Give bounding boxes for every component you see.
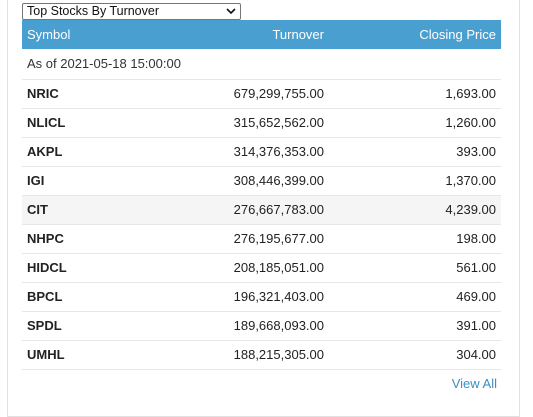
row-turnover: 276,195,677.00: [142, 224, 329, 254]
as-of-timestamp: As of 2021-05-18 15:00:00: [22, 49, 501, 80]
row-symbol: IGI: [22, 166, 142, 196]
row-closing-price: 1,370.00: [329, 166, 501, 196]
table-row: BPCL 196,321,403.00 469.00: [22, 282, 501, 312]
row-symbol: NRIC: [22, 79, 142, 109]
row-symbol: HIDCL: [22, 253, 142, 283]
row-turnover: 196,321,403.00: [142, 282, 329, 312]
row-closing-price: 393.00: [329, 137, 501, 167]
table-row: NRIC 679,299,755.00 1,693.00: [22, 79, 501, 109]
row-closing-price: 304.00: [329, 340, 501, 370]
row-closing-price: 198.00: [329, 224, 501, 254]
row-symbol: NLICL: [22, 108, 142, 138]
table-row: HIDCL 208,185,051.00 561.00: [22, 253, 501, 283]
row-symbol: AKPL: [22, 137, 142, 167]
column-header-turnover: Turnover: [142, 20, 329, 49]
table-row: NHPC 276,195,677.00 198.00: [22, 224, 501, 254]
column-header-symbol: Symbol: [22, 20, 142, 49]
row-closing-price: 561.00: [329, 253, 501, 283]
row-turnover: 314,376,353.00: [142, 137, 329, 167]
column-header-closing-price: Closing Price: [329, 20, 501, 49]
chevron-down-icon: [226, 8, 236, 15]
row-turnover: 308,446,399.00: [142, 166, 329, 196]
table-row: CIT 276,667,783.00 4,239.00: [22, 195, 501, 225]
row-symbol: CIT: [22, 195, 142, 225]
row-turnover: 679,299,755.00: [142, 79, 329, 109]
select-value: Top Stocks By Turnover: [27, 4, 160, 18]
stock-category-select[interactable]: Top Stocks By Turnover: [22, 3, 241, 20]
row-turnover: 188,215,305.00: [142, 340, 329, 370]
table-row: AKPL 314,376,353.00 393.00: [22, 137, 501, 167]
row-symbol: SPDL: [22, 311, 142, 341]
row-closing-price: 469.00: [329, 282, 501, 312]
row-turnover: 208,185,051.00: [142, 253, 329, 283]
row-closing-price: 391.00: [329, 311, 501, 341]
table-row: NLICL 315,652,562.00 1,260.00: [22, 108, 501, 138]
row-turnover: 276,667,783.00: [142, 195, 329, 225]
top-stocks-table: Symbol Turnover Closing Price As of 2021…: [22, 20, 501, 370]
row-closing-price: 1,693.00: [329, 79, 501, 109]
row-turnover: 315,652,562.00: [142, 108, 329, 138]
row-closing-price: 1,260.00: [329, 108, 501, 138]
table-header-row: Symbol Turnover Closing Price: [22, 20, 501, 49]
row-symbol: NHPC: [22, 224, 142, 254]
table-row: UMHL 188,215,305.00 304.00: [22, 340, 501, 370]
as-of-row: As of 2021-05-18 15:00:00: [22, 49, 501, 80]
row-turnover: 189,668,093.00: [142, 311, 329, 341]
row-symbol: BPCL: [22, 282, 142, 312]
row-symbol: UMHL: [22, 340, 142, 370]
row-closing-price: 4,239.00: [329, 195, 501, 225]
table-row: IGI 308,446,399.00 1,370.00: [22, 166, 501, 196]
view-all-link[interactable]: View All: [451, 376, 497, 391]
table-row: SPDL 189,668,093.00 391.00: [22, 311, 501, 341]
